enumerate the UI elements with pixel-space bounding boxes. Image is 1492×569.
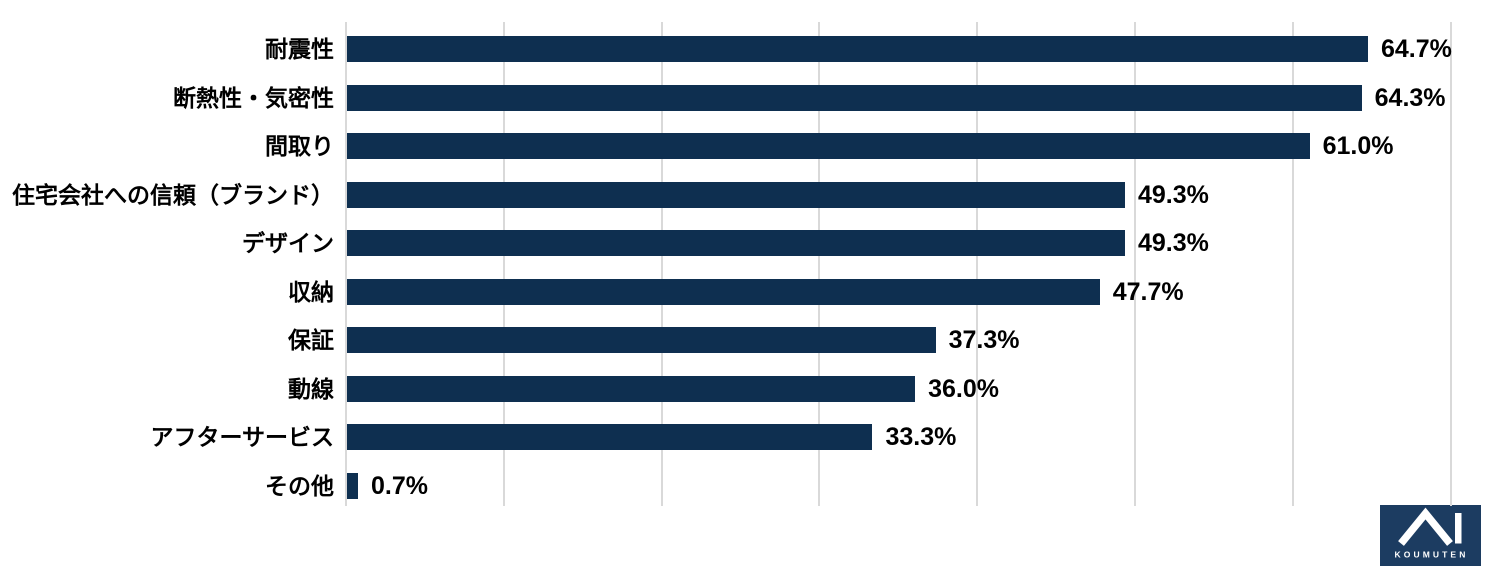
value-label: 64.7% [1380, 35, 1452, 64]
bar [347, 278, 1100, 305]
category-label: 保証 [288, 327, 334, 354]
value-label: 49.3% [1137, 180, 1209, 209]
value-label: 0.7% [371, 471, 429, 500]
logo-i-mark-icon [1455, 513, 1462, 544]
bar [347, 36, 1368, 63]
gridline-40 [976, 22, 979, 506]
bar [347, 327, 936, 354]
category-label: 収納 [288, 278, 334, 305]
category-label: デザイン [242, 230, 334, 257]
gridline-0 [345, 22, 347, 506]
value-label: 33.3% [885, 423, 957, 452]
value-label: 64.3% [1374, 83, 1446, 112]
bar [347, 181, 1125, 208]
category-label: 間取り [265, 133, 334, 160]
category-label: 動線 [288, 375, 334, 402]
gridline-60 [1291, 22, 1294, 506]
gridline-10 [502, 22, 505, 506]
logo-a-mark-icon [1398, 507, 1453, 546]
gridline-30 [818, 22, 821, 506]
gridline-50 [1134, 22, 1136, 506]
value-label: 47.7% [1112, 277, 1184, 306]
category-label: 耐震性 [265, 36, 334, 63]
bar [347, 472, 359, 499]
gridline-20 [660, 22, 663, 506]
bar [347, 424, 873, 451]
value-label: 61.0% [1322, 132, 1394, 161]
category-label: 断熱性・気密性 [173, 84, 334, 111]
logo-caption: KOUMUTEN [1395, 550, 1469, 560]
bar [347, 133, 1310, 160]
bar [347, 230, 1125, 257]
category-label: アフターサービス [150, 424, 334, 451]
gridline-70 [1449, 22, 1452, 506]
category-label: その他 [265, 472, 334, 499]
value-label: 37.3% [948, 326, 1020, 355]
bar [347, 84, 1362, 111]
company-logo: KOUMUTEN [1380, 505, 1481, 566]
value-label: 49.3% [1137, 229, 1209, 258]
bar [347, 375, 916, 402]
category-label: 住宅会社への信頼（ブランド） [12, 181, 334, 208]
value-label: 36.0% [928, 374, 999, 403]
